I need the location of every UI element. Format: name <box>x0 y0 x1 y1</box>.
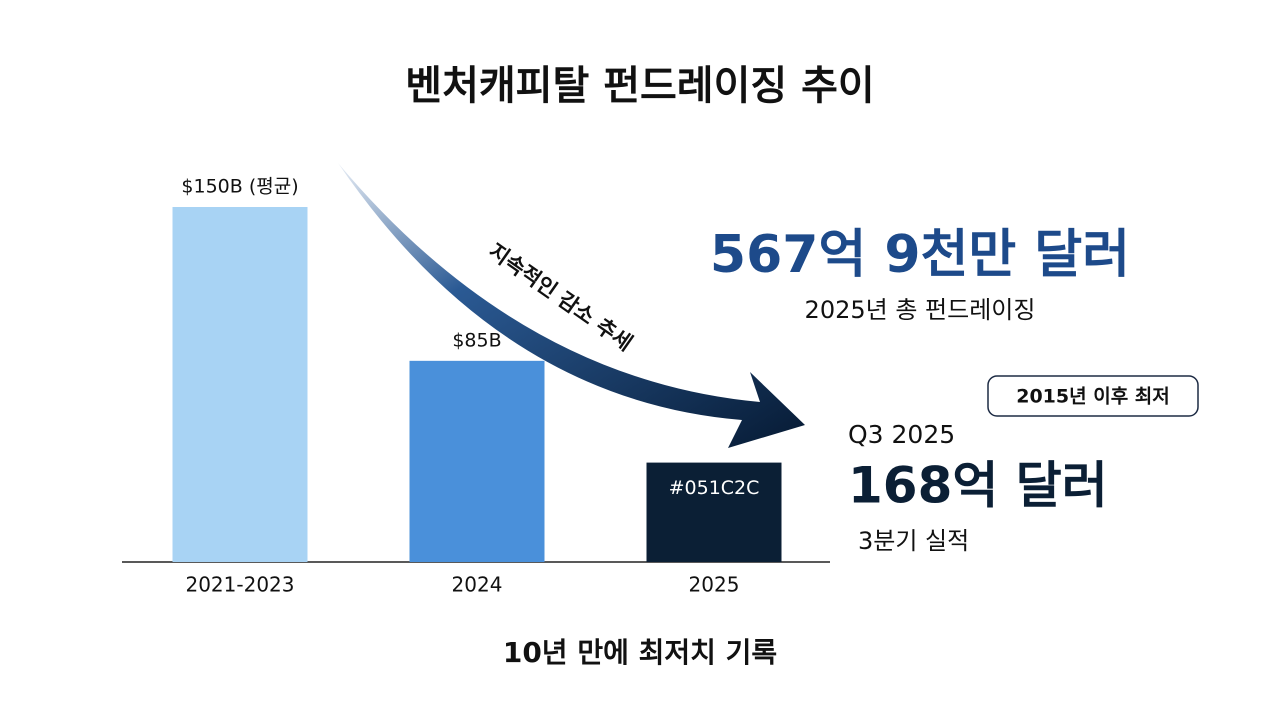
x-tick-label: 2024 <box>452 573 503 597</box>
headline-caption: 2025년 총 펀드레이징 <box>805 296 1036 324</box>
trend-arrow <box>338 163 805 448</box>
bar <box>172 207 308 562</box>
x-tick-label: 2021-2023 <box>185 573 294 597</box>
x-tick-label: 2025 <box>689 573 740 597</box>
trend-label: 지속적인 감소 추세 <box>484 239 636 356</box>
quarter-caption: 3분기 실적 <box>858 527 969 555</box>
quarter: Q3 2025 <box>848 420 955 449</box>
bar-inner-label: #051C2C <box>669 477 760 499</box>
bar <box>646 462 782 562</box>
quarter-value: 168억 달러 <box>848 457 1108 515</box>
chart-title: 벤처캐피탈 펀드레이징 추이 <box>405 63 874 109</box>
badge: 2015년 이후 최저 <box>1016 386 1170 408</box>
badge-box <box>987 375 1199 417</box>
value-label: $150B (평균) <box>181 176 298 198</box>
bar <box>409 360 545 562</box>
value-label: $85B <box>452 329 501 351</box>
footer: 10년 만에 최저치 기록 <box>503 636 777 669</box>
headline: 567억 9천만 달러 <box>710 225 1130 285</box>
